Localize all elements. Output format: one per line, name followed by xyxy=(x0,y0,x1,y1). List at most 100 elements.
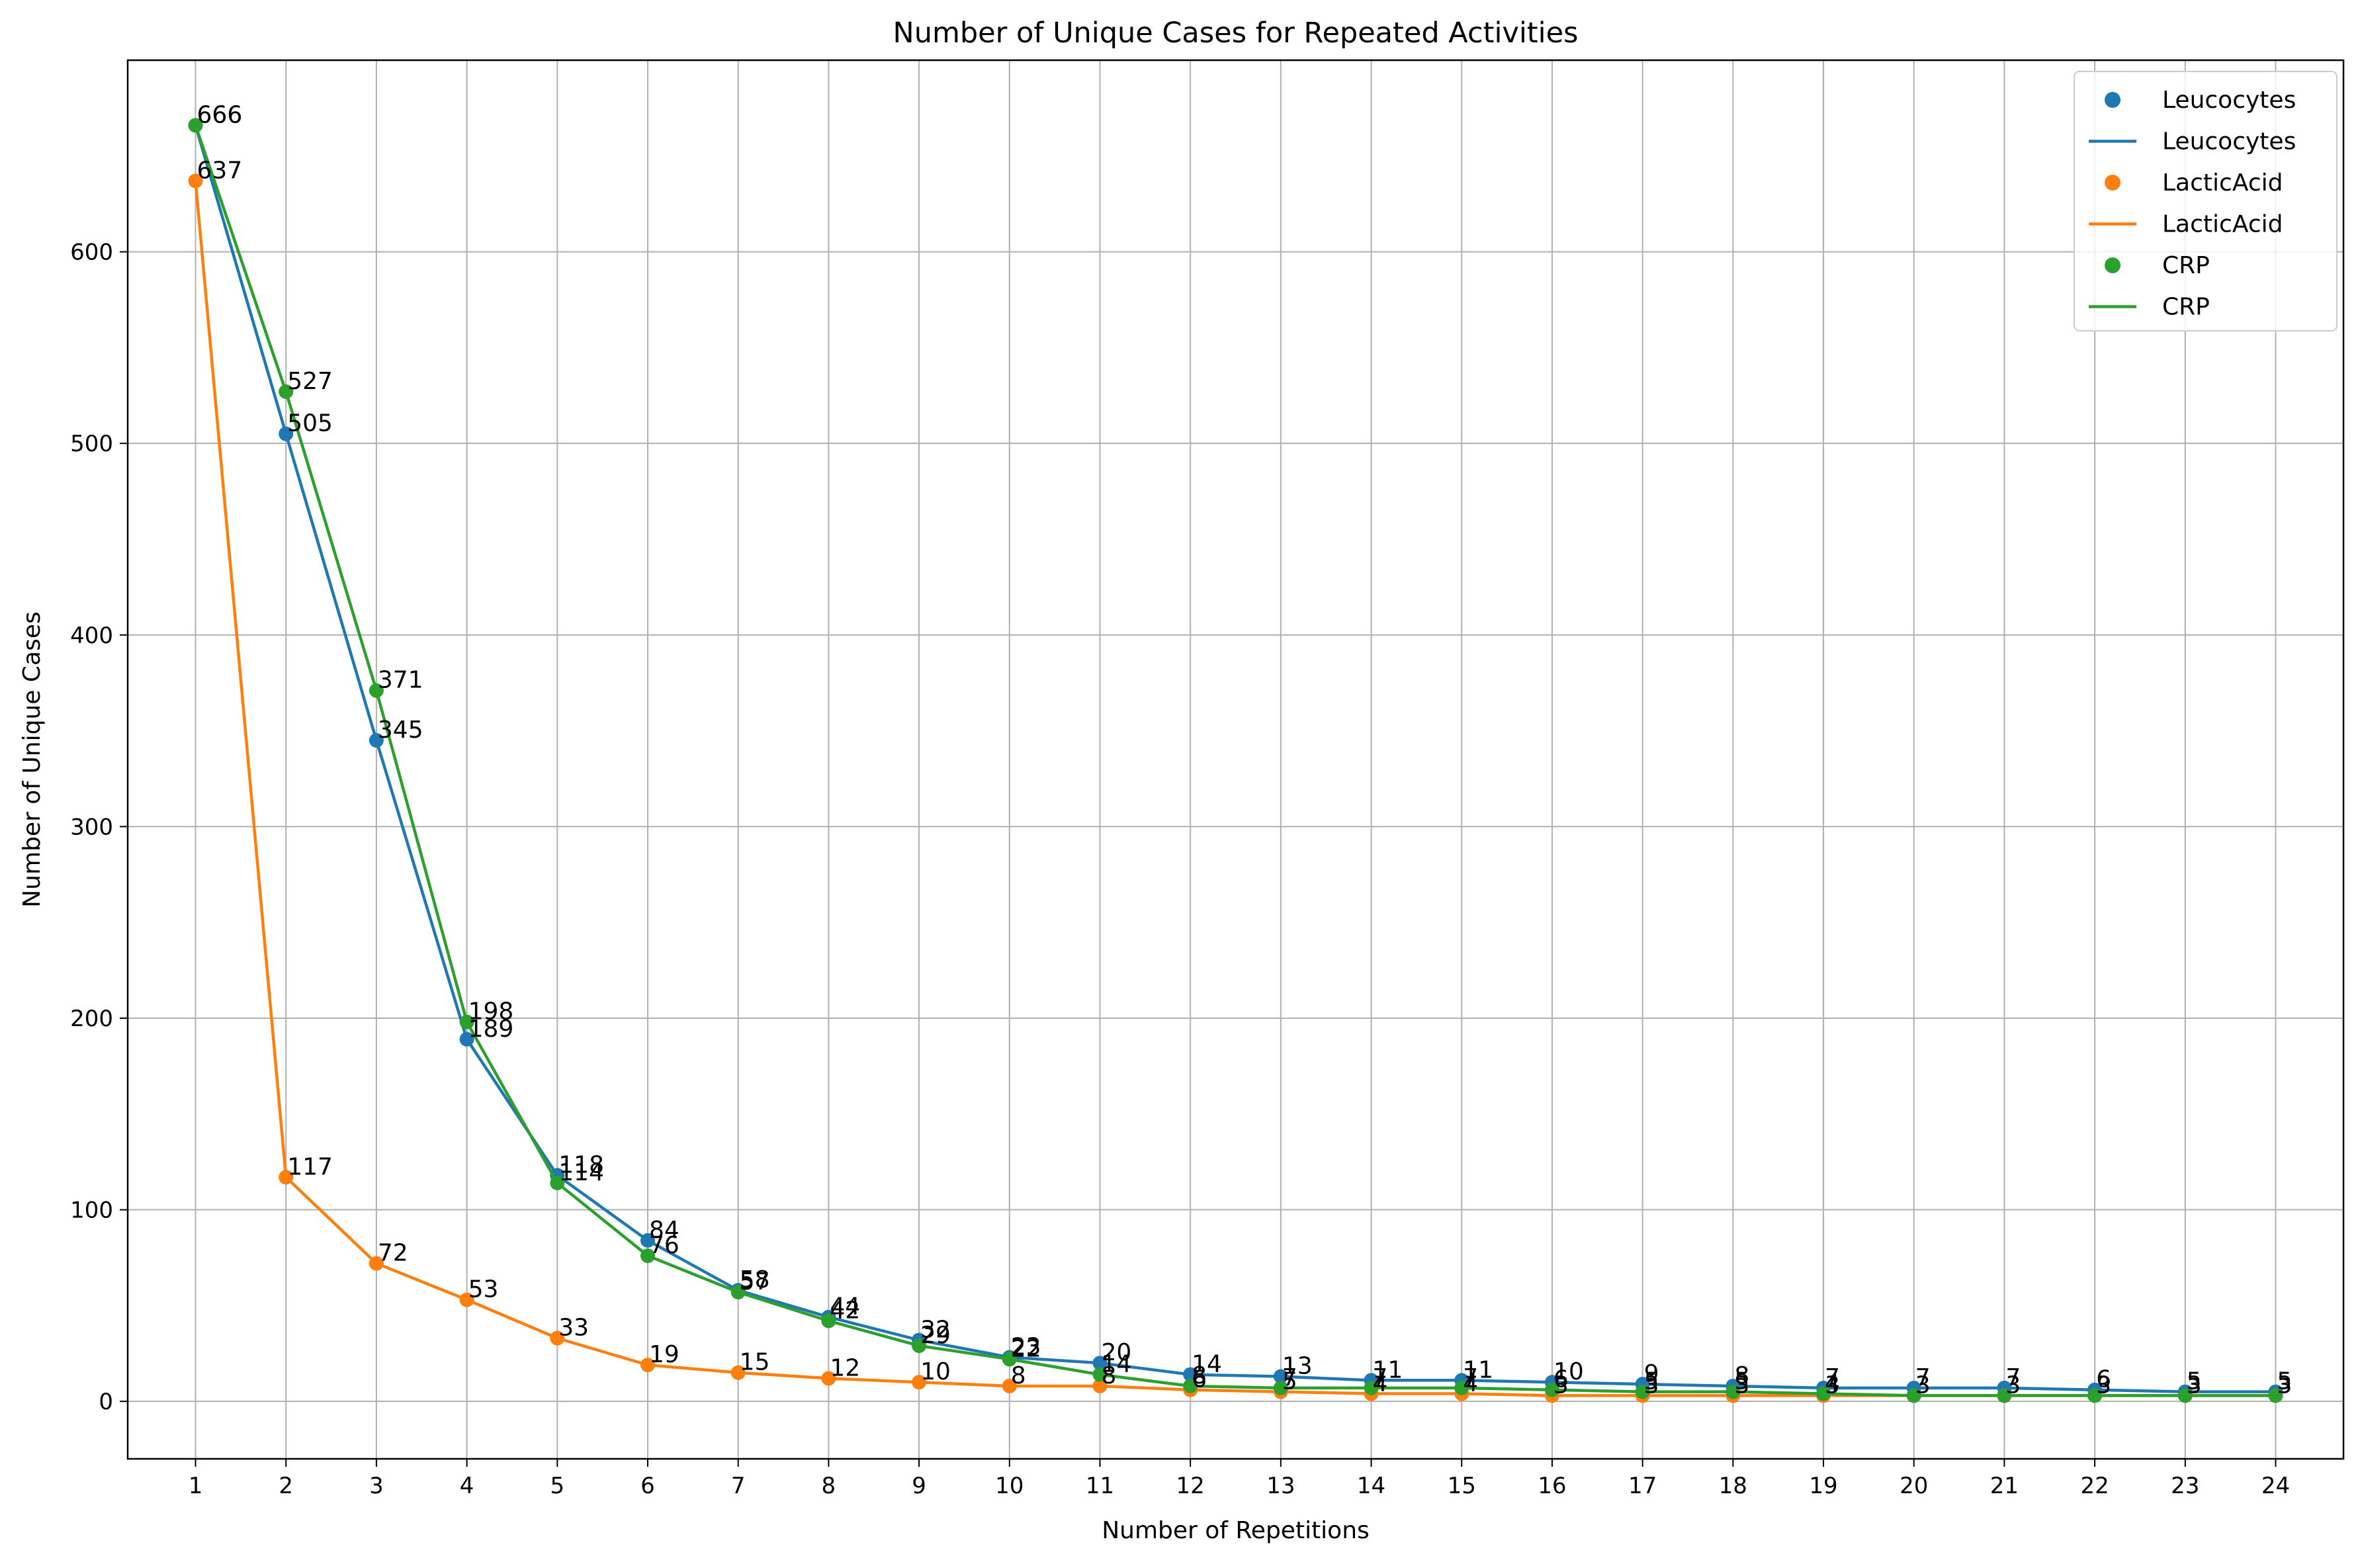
data-point xyxy=(1183,1378,1198,1393)
data-label: 3 xyxy=(2277,1372,2292,1399)
x-tick-label: 2 xyxy=(279,1473,293,1499)
data-label: 7 xyxy=(2005,1364,2021,1391)
data-label: 32 xyxy=(920,1316,951,1343)
data-label: 3 xyxy=(2277,1372,2292,1399)
data-point xyxy=(640,1248,655,1264)
data-point xyxy=(1273,1369,1288,1384)
data-label: 10 xyxy=(920,1358,951,1385)
data-label: 5 xyxy=(1282,1368,1297,1395)
data-point xyxy=(1544,1382,1559,1397)
data-label: 58 xyxy=(740,1266,770,1293)
data-label: 15 xyxy=(740,1349,770,1376)
y-tick-label: 300 xyxy=(70,814,113,840)
plot-area-frame xyxy=(126,59,2345,1460)
data-label: 72 xyxy=(378,1240,408,1267)
data-label: 345 xyxy=(378,717,423,744)
y-tick-label: 100 xyxy=(70,1198,113,1224)
x-tick-label: 7 xyxy=(731,1473,746,1499)
data-label: 42 xyxy=(830,1297,860,1324)
x-tick-label: 9 xyxy=(912,1473,926,1499)
data-point xyxy=(1002,1352,1017,1367)
data-label: 3 xyxy=(2096,1372,2111,1399)
data-label: 666 xyxy=(197,101,243,128)
data-point xyxy=(640,1358,655,1373)
data-point xyxy=(1726,1384,1741,1399)
data-point xyxy=(1997,1388,2012,1403)
x-tick-label: 24 xyxy=(2261,1473,2290,1499)
data-point xyxy=(912,1338,927,1354)
data-point xyxy=(730,1365,746,1380)
x-tick-label: 6 xyxy=(640,1473,655,1499)
x-tick-label: 10 xyxy=(995,1473,1024,1499)
data-label: 3 xyxy=(2187,1372,2202,1399)
data-point xyxy=(1092,1356,1108,1371)
x-tick-label: 3 xyxy=(369,1473,384,1499)
data-label: 6 xyxy=(2096,1366,2111,1393)
data-point xyxy=(188,173,203,189)
data-point xyxy=(279,1170,294,1185)
data-point xyxy=(640,1233,655,1248)
data-point xyxy=(188,118,203,133)
x-tick-label: 1 xyxy=(189,1473,203,1499)
data-point xyxy=(1183,1367,1198,1382)
x-tick-label: 8 xyxy=(822,1473,836,1499)
legend-marker xyxy=(2105,257,2121,273)
data-label: 44 xyxy=(830,1293,860,1321)
data-label: 189 xyxy=(468,1016,514,1043)
data-label: 117 xyxy=(287,1153,333,1180)
data-label: 5 xyxy=(2187,1368,2202,1395)
data-label: 57 xyxy=(740,1268,770,1295)
data-label: 527 xyxy=(287,368,333,395)
data-label: 6 xyxy=(1192,1366,1207,1393)
x-tick-label: 4 xyxy=(460,1473,474,1499)
x-tick-label: 20 xyxy=(1900,1473,1928,1499)
data-label: 7 xyxy=(1282,1364,1297,1391)
x-tick-label: 11 xyxy=(1086,1473,1114,1499)
x-tick-label: 21 xyxy=(1990,1473,2019,1499)
x-tick-label: 13 xyxy=(1266,1473,1295,1499)
data-label: 3 xyxy=(2005,1372,2021,1399)
data-point xyxy=(1092,1378,1108,1393)
data-point xyxy=(369,733,384,748)
data-label: 20 xyxy=(1101,1339,1131,1366)
data-label: 7 xyxy=(1915,1364,1931,1391)
legend: Leucocytes Leucocytes LacticAcid LacticAcid… xyxy=(2074,71,2338,331)
axes: 1 2 3 4 5 6 7 8 9 10 11 12 13 14 15 16 17 18 19 20 21 22 23 240… xyxy=(70,240,2290,1499)
legend-label: CRP xyxy=(2162,252,2210,279)
data-label: 10 xyxy=(1553,1358,1584,1385)
legend-label: LacticAcid xyxy=(2162,169,2283,196)
data-point xyxy=(821,1313,836,1328)
data-label: 6 xyxy=(1553,1366,1569,1393)
legend-box xyxy=(2074,71,2338,331)
data-label: 7 xyxy=(1373,1364,1388,1391)
data-point xyxy=(369,1256,384,1271)
x-tick-label: 15 xyxy=(1448,1473,1476,1499)
data-label: 3 xyxy=(1825,1372,1840,1399)
data-point xyxy=(1906,1388,1921,1403)
data-label: 3 xyxy=(1915,1372,1931,1399)
y-tick-label: 0 xyxy=(99,1389,113,1415)
data-point xyxy=(2087,1388,2103,1403)
data-label: 8 xyxy=(1101,1362,1116,1389)
data-label: 13 xyxy=(1282,1352,1313,1379)
data-label: 4 xyxy=(1825,1370,1840,1397)
y-tick-label: 500 xyxy=(70,431,113,457)
data-label: 3 xyxy=(1915,1372,1931,1399)
data-label: 5 xyxy=(1644,1368,1659,1395)
data-label: 11 xyxy=(1463,1356,1493,1383)
data-label: 3 xyxy=(1553,1372,1569,1399)
data-point xyxy=(2268,1388,2283,1403)
data-label: 23 xyxy=(1011,1334,1041,1361)
data-point xyxy=(1454,1380,1469,1395)
data-point xyxy=(1092,1367,1108,1382)
data-label: 5 xyxy=(1734,1368,1749,1395)
data-label: 12 xyxy=(830,1354,860,1381)
data-label: 3 xyxy=(2096,1372,2111,1399)
x-tick-label: 12 xyxy=(1176,1473,1205,1499)
legend-label: LacticAcid xyxy=(2162,211,2283,238)
x-tick-label: 17 xyxy=(1628,1473,1657,1499)
data-label: 3 xyxy=(2187,1372,2202,1399)
data-label: 9 xyxy=(1644,1360,1659,1387)
